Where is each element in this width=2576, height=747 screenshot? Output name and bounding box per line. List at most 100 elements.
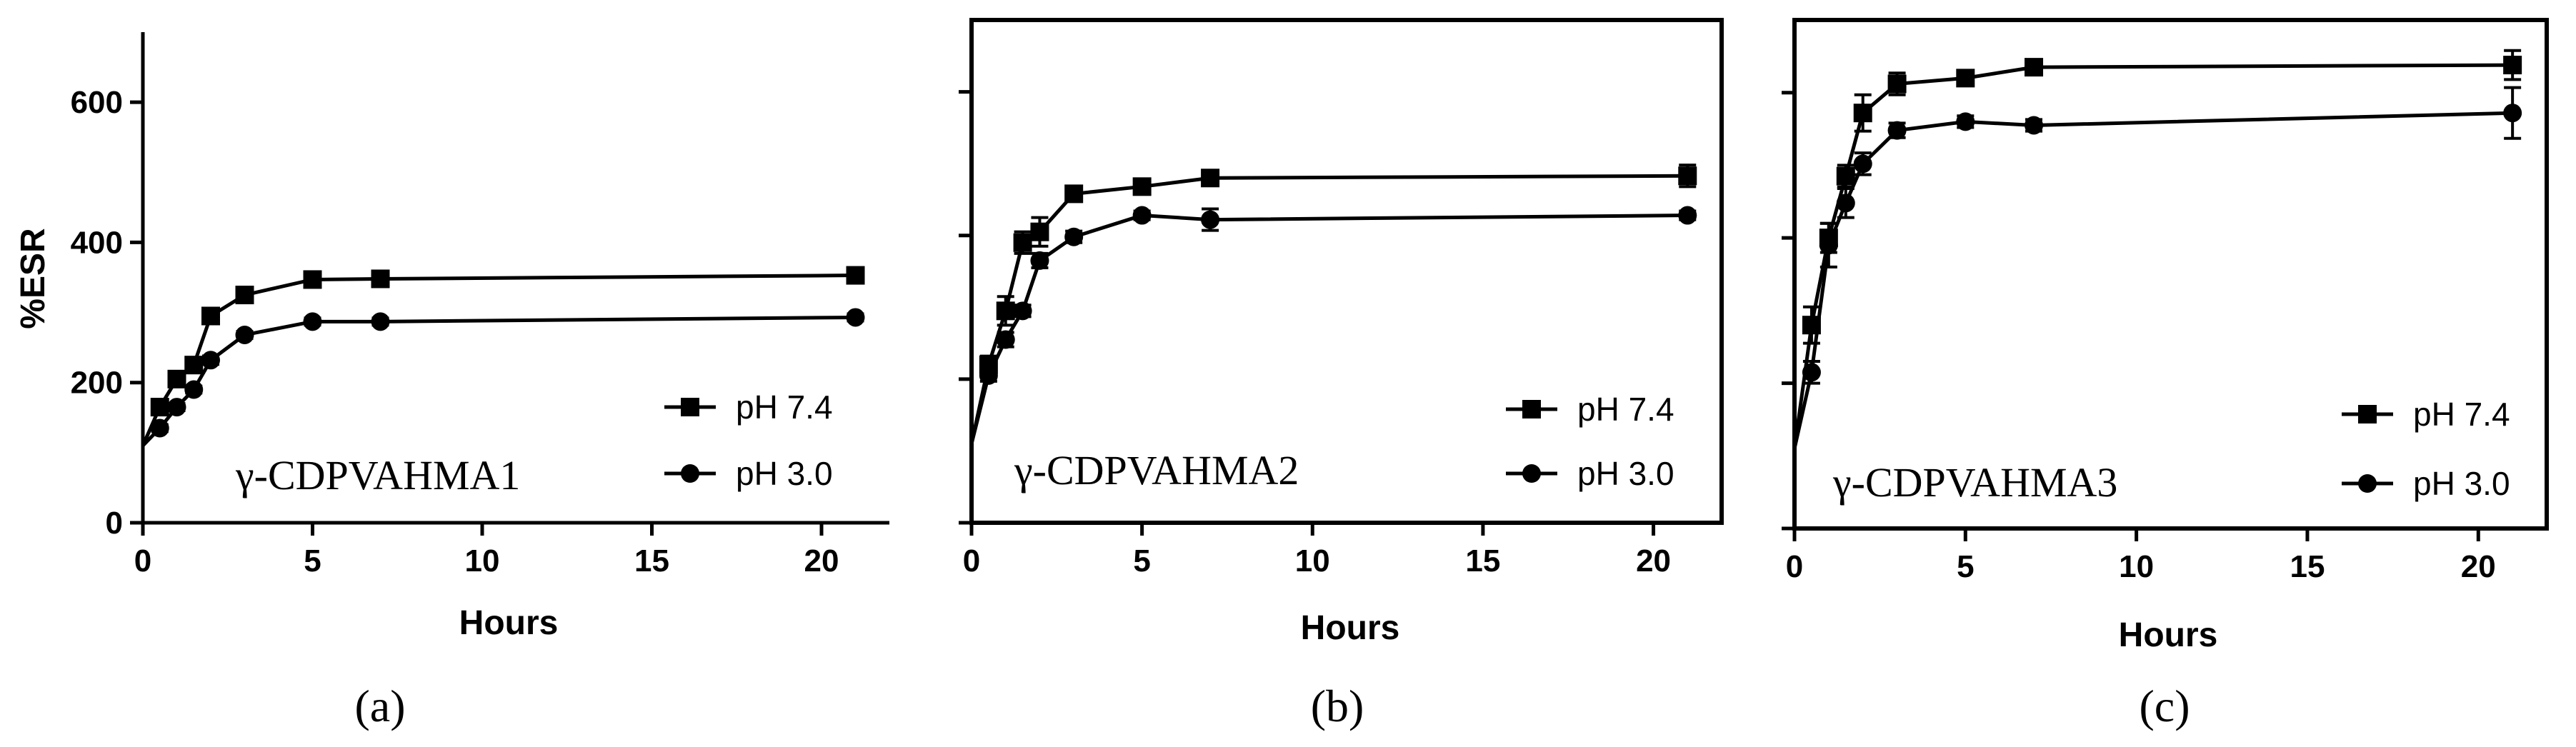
- x-tick-label: 10: [2119, 549, 2154, 584]
- legend-marker: [681, 398, 699, 416]
- y-axis-label: %ESR: [14, 228, 52, 329]
- series-ph-3-0: [141, 308, 865, 447]
- series-ph-3-0: [1792, 86, 2522, 449]
- data-point: [1887, 121, 1907, 140]
- legend-entry: pH 3.0: [2342, 465, 2510, 502]
- data-point: [371, 269, 390, 289]
- x-tick-label: 10: [465, 543, 500, 578]
- data-point: [1853, 104, 1872, 123]
- data-point: [1678, 206, 1697, 225]
- y-tick-label: 600: [71, 85, 123, 120]
- legend-label: pH 7.4: [1577, 391, 1674, 428]
- legend-entry: pH 7.4: [1506, 391, 1674, 428]
- legend-label: pH 7.4: [736, 388, 833, 426]
- data-point: [371, 312, 390, 331]
- data-point: [303, 270, 322, 289]
- legend-label: pH 3.0: [1577, 455, 1674, 492]
- plot-frame: [969, 18, 1724, 525]
- data-point: [1013, 233, 1032, 252]
- chart-title: γ-CDPVAHMA1: [235, 452, 520, 498]
- chart-title: γ-CDPVAHMA3: [1832, 459, 2117, 506]
- chart-panel-3: 0 5 10 15 20 Hours pH 7.4 pH 3.0 γ-CDPVAHMA3 (c): [1782, 18, 2549, 731]
- y-tick-label: 200: [71, 366, 123, 401]
- chart-title: γ-CDPVAHMA2: [1014, 447, 1299, 493]
- legend-marker: [2358, 474, 2377, 493]
- data-point: [1030, 251, 1049, 270]
- x-tick-label: 5: [1957, 549, 1974, 584]
- data-point: [2503, 56, 2522, 75]
- panel-label: (a): [354, 681, 405, 731]
- legend-entry: pH 3.0: [1506, 455, 1674, 492]
- legend-entry: pH 7.4: [664, 388, 833, 426]
- legend-label: pH 7.4: [2413, 396, 2510, 433]
- series-ph-7-4: [141, 266, 865, 447]
- data-point: [1819, 236, 1838, 255]
- x-axis-label: Hours: [1301, 609, 1400, 647]
- data-point: [1064, 184, 1084, 204]
- panel-label: (b): [1311, 681, 1364, 731]
- data-point: [1678, 166, 1697, 186]
- data-point: [184, 380, 204, 399]
- legend-label: pH 3.0: [736, 455, 833, 492]
- data-point: [150, 398, 169, 417]
- chart-panel-2: 0 5 10 15 20 Hours pH 7.4 pH 3.0 γ-CDPVAHMA2 (b): [959, 18, 1724, 731]
- data-point: [996, 330, 1015, 349]
- data-point: [1956, 112, 1975, 131]
- x-tick-label: 5: [304, 543, 321, 578]
- series-ph-7-4: [1792, 49, 2522, 449]
- plot-frame: [1792, 18, 2549, 531]
- data-point: [167, 369, 186, 388]
- data-point: [2503, 104, 2522, 123]
- legend-marker: [1522, 400, 1541, 418]
- data-point: [303, 312, 322, 331]
- data-point: [184, 356, 204, 375]
- data-point: [1836, 166, 1855, 186]
- x-tick-label: 0: [963, 543, 980, 578]
- data-point: [235, 286, 254, 305]
- x-tick-label: 15: [2290, 549, 2325, 584]
- data-point: [1887, 74, 1907, 94]
- data-point: [1201, 210, 1220, 229]
- data-point: [1836, 194, 1855, 213]
- x-axis-label: Hours: [2119, 616, 2218, 654]
- series-ph-3-0: [969, 206, 1697, 444]
- data-point: [846, 308, 865, 327]
- x-tick-label: 10: [1295, 543, 1330, 578]
- y-tick-label: 400: [71, 225, 123, 260]
- x-tick-label: 15: [1465, 543, 1500, 578]
- data-point: [2025, 116, 2044, 135]
- x-tick-label: 20: [1636, 543, 1671, 578]
- data-point: [201, 306, 220, 326]
- x-tick-label: 0: [1786, 549, 1803, 584]
- series-ph-7-4: [969, 164, 1697, 444]
- data-point: [2025, 58, 2044, 77]
- legend-marker: [681, 464, 699, 483]
- legend-entry: pH 3.0: [664, 455, 833, 492]
- data-point: [235, 325, 254, 344]
- data-point: [1132, 177, 1152, 196]
- data-point: [150, 418, 169, 438]
- data-point: [1013, 301, 1032, 321]
- legend-marker: [1522, 464, 1541, 483]
- panel-label: (c): [2139, 681, 2190, 731]
- x-tick-label: 20: [2461, 549, 2496, 584]
- data-point: [1030, 222, 1049, 241]
- data-point: [201, 351, 220, 370]
- x-axis-label: Hours: [459, 604, 559, 642]
- data-point: [1802, 363, 1821, 382]
- y-tick-label: 0: [106, 506, 123, 541]
- data-point: [1201, 169, 1220, 188]
- x-tick-label: 15: [634, 543, 669, 578]
- legend-entry: pH 7.4: [2342, 396, 2510, 433]
- legend-label: pH 3.0: [2413, 465, 2510, 502]
- data-point: [979, 366, 998, 385]
- x-tick-label: 20: [804, 543, 839, 578]
- x-tick-label: 5: [1133, 543, 1150, 578]
- x-tick-label: 0: [134, 543, 151, 578]
- series-line: [1792, 111, 2513, 449]
- data-point: [1956, 69, 1975, 88]
- data-point: [1853, 154, 1872, 174]
- legend-marker: [2358, 405, 2377, 423]
